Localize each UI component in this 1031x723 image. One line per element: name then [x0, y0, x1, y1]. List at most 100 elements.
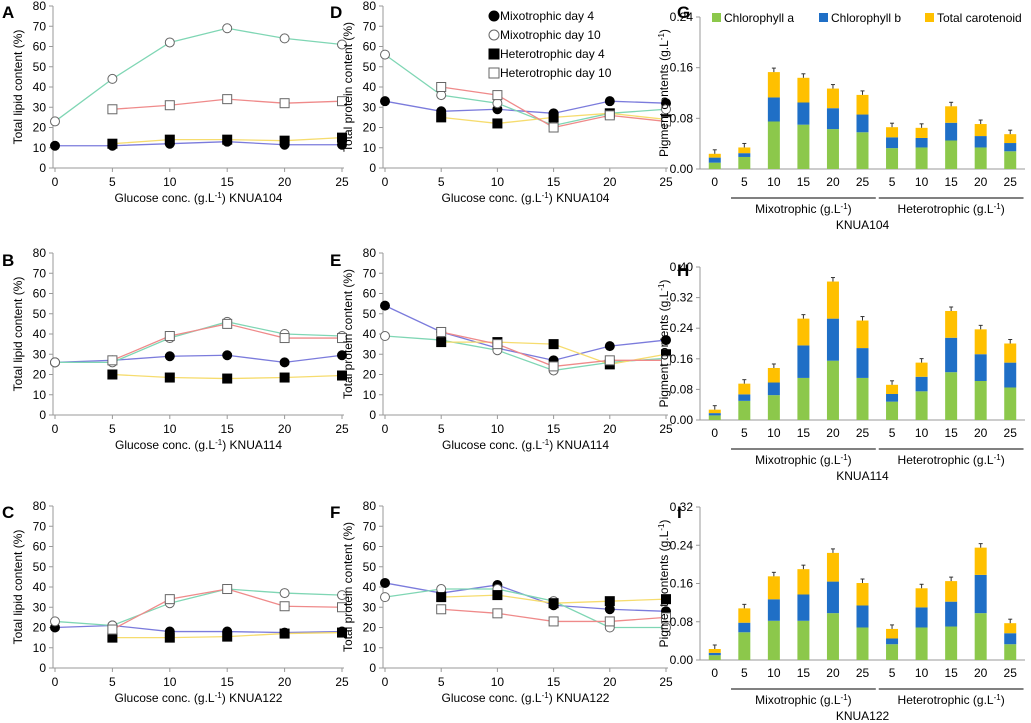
bar-segment	[708, 413, 721, 416]
bar-segment	[738, 632, 751, 660]
data-point	[164, 372, 175, 383]
series-line	[54, 27, 343, 122]
bar-segment	[915, 362, 928, 377]
data-point	[492, 339, 503, 350]
y-tick-label: 0.40	[670, 260, 694, 274]
bar-segment	[738, 147, 751, 154]
x-tick-label: 0	[52, 175, 59, 189]
legend-swatch	[925, 13, 934, 22]
bar-segment	[886, 644, 899, 660]
legend-swatch	[712, 13, 721, 22]
data-point	[337, 96, 347, 107]
bar-segment	[915, 588, 928, 608]
panel-A: 0 10 20 30 40 50 60 70 80 0 5 10 15 20 25 A Total lipid …	[2, 0, 349, 205]
y-axis-label: Pigment contents (g.L-1)	[657, 280, 671, 408]
x-axis-label-main: Glucose conc. (g.L	[442, 438, 542, 452]
legend-label: Heterotrophic day 4	[500, 47, 605, 61]
x-tick-label: 10	[163, 422, 177, 436]
legend-label: Chlorophyll b	[831, 11, 901, 25]
x-tick-label: 25	[659, 175, 673, 189]
legend-label: Total carotenoid	[937, 11, 1022, 25]
bar-segment	[1004, 362, 1017, 388]
data-point	[222, 134, 233, 145]
x-tick-label: 0	[711, 666, 718, 680]
y-tick-label: 0	[39, 161, 46, 175]
legend-swatch	[819, 13, 828, 22]
data-point	[604, 355, 615, 366]
y-tick-label: 0.16	[670, 352, 694, 366]
x-tick-label: 5	[438, 175, 445, 189]
x-axis-label: Glucose conc. (g.L-1) KNUA122	[442, 691, 610, 705]
series-line	[384, 588, 666, 629]
data-point	[222, 584, 233, 595]
data-point	[337, 370, 347, 381]
data-point	[279, 357, 290, 368]
x-tick-label: 20	[974, 666, 988, 680]
x-tick-label: 10	[767, 666, 781, 680]
bar-segment	[767, 97, 780, 122]
data-point	[337, 132, 347, 143]
group-label-heterotrophic-end: )	[1001, 453, 1005, 467]
group-label-heterotrophic-end: )	[1001, 693, 1005, 707]
y-tick-label: 10	[363, 641, 377, 655]
bar-segment	[974, 136, 987, 148]
bar-segment	[826, 318, 839, 361]
x-axis-label: Glucose conc. (g.L-1) KNUA104	[442, 191, 610, 205]
bar-segment	[974, 547, 987, 575]
panel-label: H	[677, 261, 689, 280]
bar-segment	[945, 140, 958, 169]
y-tick-label: 80	[33, 0, 47, 13]
bar-segment	[738, 608, 751, 623]
y-tick-label: 40	[363, 80, 377, 94]
y-axis-label-end: )	[657, 29, 671, 33]
x-tick-label: 15	[221, 675, 235, 689]
x-tick-label: 0	[382, 675, 389, 689]
legend-label: Mixotrophic day 4	[500, 9, 594, 23]
bar-segment	[945, 310, 958, 338]
x-tick-label: 5	[889, 666, 896, 680]
x-tick-label: 15	[221, 175, 235, 189]
bar-segment	[738, 400, 751, 420]
series-line	[54, 588, 343, 627]
data-point	[436, 592, 447, 603]
bar-segment	[974, 124, 987, 137]
group-label-mixotrophic-exp: -1	[841, 453, 849, 462]
x-tick-label: 15	[547, 675, 561, 689]
y-tick-label: 50	[363, 560, 377, 574]
y-tick-label: 50	[363, 60, 377, 74]
panel-label: G	[677, 3, 690, 22]
y-tick-label: 80	[363, 499, 377, 513]
x-axis-label-main: Glucose conc. (g.L	[115, 438, 215, 452]
y-tick-label: 40	[33, 327, 47, 341]
x-tick-label: 5	[889, 175, 896, 189]
y-tick-label: 30	[33, 600, 47, 614]
bar-segment	[915, 627, 928, 660]
bar-segment	[945, 581, 958, 602]
panel-B: 0 10 20 30 40 50 60 70 80 0 5 10 15 20 25 B Total lipid …	[2, 246, 349, 452]
x-axis-label-exp: -1	[542, 191, 550, 200]
data-point	[164, 331, 175, 342]
data-point	[380, 331, 390, 342]
data-point	[164, 100, 175, 111]
data-point	[50, 616, 60, 627]
x-tick-label: 15	[547, 422, 561, 436]
group-label-mixotrophic-main: Mixotrophic (g.L	[755, 693, 841, 707]
x-tick-label: 25	[856, 426, 870, 440]
y-tick-label: 50	[33, 560, 47, 574]
x-tick-label: 25	[659, 675, 673, 689]
series-line	[384, 582, 667, 612]
y-axis-label: Total lipid content (%)	[11, 277, 25, 392]
legend-label: Mixotrophic day 10	[500, 28, 601, 42]
bar-segment	[856, 114, 869, 133]
x-axis-label-exp: -1	[215, 438, 223, 447]
y-tick-label: 70	[363, 519, 377, 533]
x-axis-label-main: Glucose conc. (g.L	[442, 191, 542, 205]
legend-label: Chlorophyll a	[724, 11, 794, 25]
data-point	[661, 104, 671, 115]
data-point	[380, 592, 390, 603]
bar-segment	[945, 626, 958, 660]
bar-segment	[708, 415, 721, 420]
y-axis-label-end: )	[657, 520, 671, 524]
y-tick-label: 70	[33, 519, 47, 533]
